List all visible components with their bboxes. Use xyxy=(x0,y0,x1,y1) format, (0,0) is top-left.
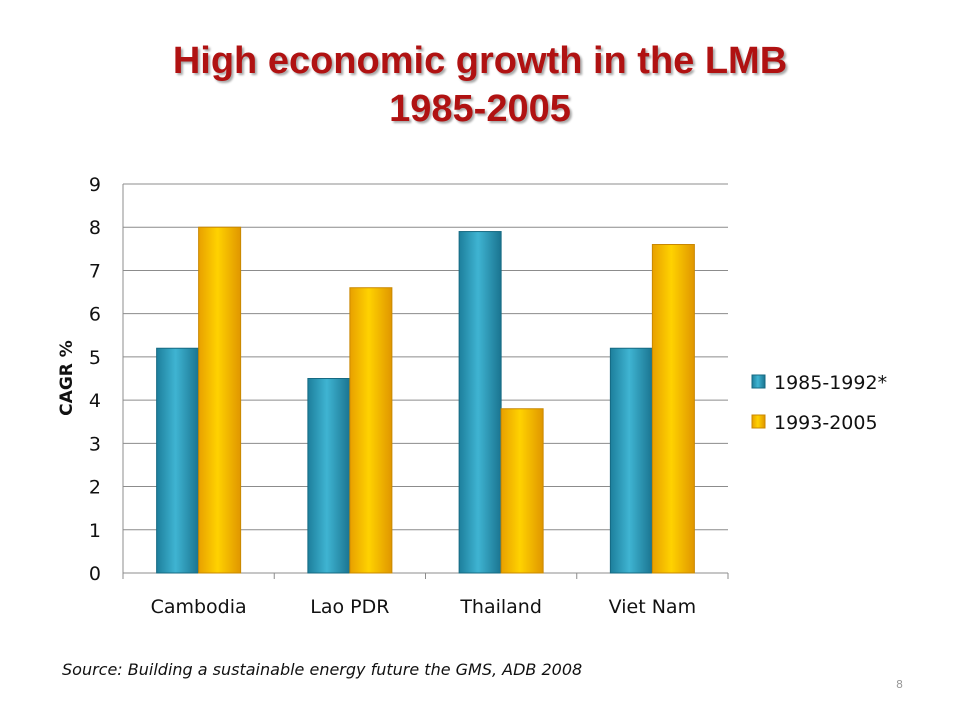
y-tick-label: 9 xyxy=(89,174,101,196)
y-axis-title: CAGR % xyxy=(57,340,77,416)
y-tick-label: 3 xyxy=(89,433,101,455)
x-category-label: Viet Nam xyxy=(609,596,696,618)
legend-label: 1993-2005 xyxy=(774,412,878,434)
page-number: 8 xyxy=(896,678,903,691)
bar-series1 xyxy=(609,347,653,574)
bars xyxy=(156,226,695,574)
bar-series1 xyxy=(156,347,200,574)
source-note: Source: Building a sustainable energy fu… xyxy=(62,660,583,679)
x-category-label: Cambodia xyxy=(151,596,247,618)
legend-label: 1985-1992* xyxy=(774,372,887,394)
bar-series2 xyxy=(651,244,695,574)
y-tick-label: 6 xyxy=(89,304,101,326)
y-tick-label: 5 xyxy=(89,347,101,369)
bar-series1 xyxy=(307,378,351,574)
bar-series2 xyxy=(349,287,393,574)
legend: 1985-1992* 1993-2005 xyxy=(751,372,887,434)
x-category-label: Lao PDR xyxy=(310,596,389,618)
y-tick-label: 2 xyxy=(89,477,101,499)
bar-series1 xyxy=(458,231,502,574)
y-tick-label: 1 xyxy=(89,520,101,542)
bar-series2 xyxy=(500,408,544,574)
x-category-label: Thailand xyxy=(459,596,542,618)
y-tick-label: 8 xyxy=(89,217,101,239)
y-tick-label: 7 xyxy=(89,260,101,282)
y-tick-label: 4 xyxy=(89,390,101,412)
axis-labels: 0 1 2 3 4 5 6 7 8 9 CAGR % Cambodia Lao PDR Thailand V… xyxy=(57,174,696,618)
y-tick-label: 0 xyxy=(89,563,101,585)
slide-title: High economic growth in the LMB xyxy=(172,40,788,82)
slide-title-years: 1985-2005 xyxy=(389,88,571,130)
legend-swatch xyxy=(751,414,766,429)
bar-series2 xyxy=(198,226,242,574)
legend-swatch xyxy=(751,374,766,389)
